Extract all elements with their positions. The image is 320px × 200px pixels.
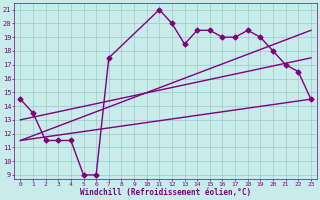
X-axis label: Windchill (Refroidissement éolien,°C): Windchill (Refroidissement éolien,°C) [80, 188, 251, 197]
